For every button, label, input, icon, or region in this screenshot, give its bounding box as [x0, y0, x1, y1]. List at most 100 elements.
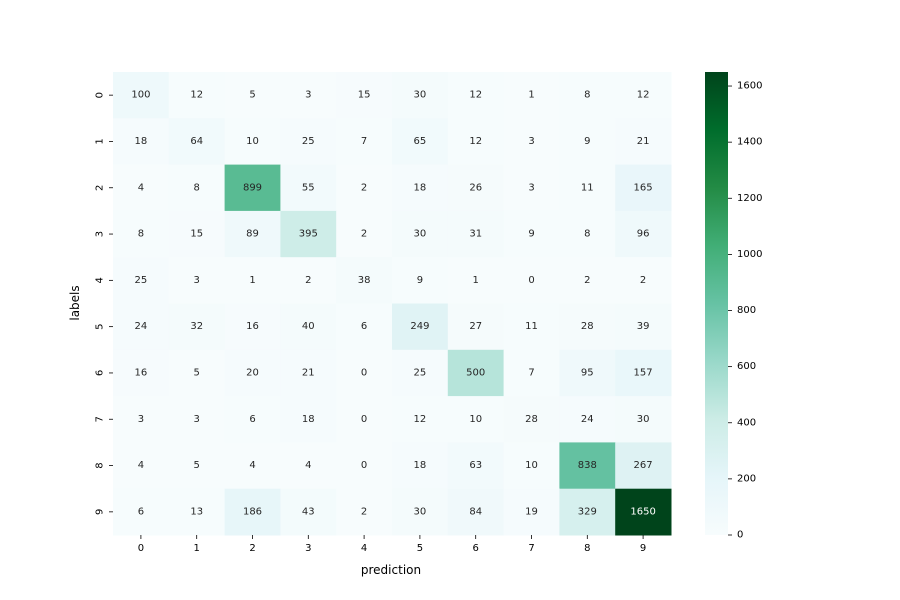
cell-value-label: 0: [361, 414, 367, 425]
heatmap-cell: [224, 396, 281, 443]
cell-value-label: 2: [305, 275, 311, 286]
heatmap-cell: [113, 349, 170, 397]
heatmap-cell: [447, 442, 505, 490]
cell-value-label: 96: [637, 229, 650, 240]
heatmap-cell: [280, 349, 337, 397]
y-tick-label: 6: [95, 370, 106, 376]
cell-value-label: 27: [469, 321, 482, 332]
heatmap-cell: [280, 488, 337, 536]
cell-value-label: 89: [246, 229, 259, 240]
heatmap-cell: [113, 488, 170, 536]
cell-value-label: 64: [190, 136, 203, 147]
cell-value-label: 55: [302, 182, 315, 193]
cell-value-label: 3: [528, 136, 534, 147]
heatmap-cell: [336, 488, 393, 536]
heatmap-cell: [559, 488, 616, 536]
heatmap-cell: [503, 118, 560, 166]
heatmap-cell: [447, 349, 505, 397]
x-axis-label: prediction: [361, 563, 421, 577]
heatmap-cell: [224, 118, 281, 166]
cell-value-label: 30: [637, 414, 650, 425]
heatmap-cell: [113, 257, 170, 304]
heatmap-cell: [224, 349, 281, 397]
heatmap-cell: [168, 488, 226, 536]
heatmap-cell: [615, 257, 672, 304]
heatmap-cell: [447, 257, 505, 304]
heatmap-cell: [559, 442, 616, 490]
heatmap-cell: [392, 210, 449, 258]
heatmap-cell: [113, 164, 170, 212]
heatmap-cell: [392, 396, 449, 443]
cell-value-label: 4: [138, 460, 144, 471]
cell-value-label: 8: [584, 229, 590, 240]
cell-value-label: 25: [414, 367, 427, 378]
cell-value-label: 1: [249, 275, 255, 286]
cell-value-label: 1: [528, 90, 534, 101]
heatmap-cell: [559, 349, 616, 397]
y-tick-label: 2: [95, 185, 106, 191]
cell-value-label: 12: [414, 414, 427, 425]
heatmap-cell: [336, 210, 393, 258]
heatmap-cell: [224, 164, 281, 212]
cell-value-label: 21: [637, 136, 650, 147]
cell-value-label: 6: [138, 506, 144, 517]
cell-value-label: 838: [578, 460, 597, 471]
heatmap-cell: [503, 303, 560, 351]
cell-value-label: 3: [194, 414, 200, 425]
heatmap-cell: [503, 257, 560, 304]
heatmap-cell: [447, 164, 505, 212]
heatmap-cell: [280, 164, 337, 212]
heatmap-cell: [336, 257, 393, 304]
heatmap-cell: [224, 72, 281, 119]
cell-value-label: 18: [414, 460, 427, 471]
heatmap-cell: [615, 303, 672, 351]
heatmap-cell: [168, 210, 226, 258]
colorbar-ticks: 0 200 400 600 800 1000 1200 1400 1600: [728, 81, 762, 541]
cell-value-label: 7: [361, 136, 367, 147]
x-tick-label: 8: [584, 543, 590, 554]
cell-value-label: 1: [473, 275, 479, 286]
cell-value-label: 13: [190, 506, 203, 517]
heatmap-cell: [615, 488, 672, 536]
cell-value-label: 500: [466, 367, 485, 378]
cell-value-label: 6: [361, 321, 367, 332]
cell-value-label: 12: [637, 90, 650, 101]
cell-value-label: 3: [138, 414, 144, 425]
cell-value-label: 26: [469, 182, 482, 193]
cell-value-label: 25: [135, 275, 148, 286]
heatmap-cell: [615, 396, 672, 443]
heatmap-cell: [168, 442, 226, 490]
x-tick-label: 6: [473, 543, 479, 554]
heatmap-cell: [113, 442, 170, 490]
cell-value-label: 63: [469, 460, 482, 471]
cell-value-label: 11: [581, 182, 594, 193]
heatmap-cell: [113, 396, 170, 443]
heatmap-cell: [392, 118, 449, 166]
cell-value-label: 3: [194, 275, 200, 286]
cell-value-label: 16: [135, 367, 148, 378]
heatmap-cell: [503, 164, 560, 212]
cell-value-label: 4: [249, 460, 255, 471]
cell-value-label: 4: [305, 460, 311, 471]
cell-value-label: 0: [361, 460, 367, 471]
heatmap-cell: [559, 257, 616, 304]
heatmap-cell: [615, 442, 672, 490]
y-tick-label: 1: [95, 138, 106, 144]
heatmap-cell: [447, 72, 505, 119]
cell-value-label: 18: [135, 136, 148, 147]
y-axis-label: labels: [68, 285, 82, 320]
cell-value-label: 7: [528, 367, 534, 378]
heatmap-cell: [615, 72, 672, 119]
cell-value-label: 165: [634, 182, 653, 193]
cell-value-label: 24: [135, 321, 148, 332]
cell-value-label: 31: [469, 229, 482, 240]
heatmap-cell: [615, 349, 672, 397]
heatmap-cell: [503, 210, 560, 258]
colorbar-tick-label: 1000: [737, 249, 762, 260]
y-tick-label: 3: [95, 231, 106, 237]
cell-value-label: 30: [414, 506, 427, 517]
heatmap-cell: [447, 396, 505, 443]
cell-value-label: 10: [525, 460, 538, 471]
cell-value-label: 0: [361, 367, 367, 378]
